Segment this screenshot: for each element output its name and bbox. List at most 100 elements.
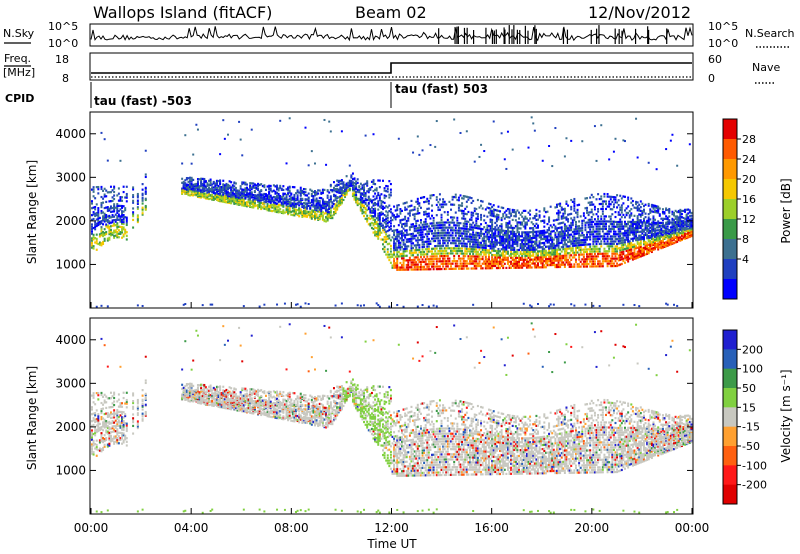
power-cell xyxy=(277,208,280,211)
power-cell xyxy=(326,189,329,192)
power-cell xyxy=(272,204,275,208)
power-cell xyxy=(513,266,516,269)
power-cell xyxy=(187,185,190,188)
power-cell xyxy=(200,193,203,196)
power-cell xyxy=(353,191,356,194)
power-cell xyxy=(383,245,386,248)
power-cell xyxy=(461,265,464,268)
power-cell xyxy=(189,194,192,197)
power-cell xyxy=(280,197,283,201)
power-cell xyxy=(427,250,430,253)
power-cell xyxy=(277,192,280,196)
power-cell xyxy=(302,210,305,213)
power-cell xyxy=(283,197,286,200)
power-cell xyxy=(510,214,513,217)
power-cell xyxy=(201,177,204,181)
power-cell xyxy=(484,242,487,245)
power-cell xyxy=(121,220,124,223)
power-cell xyxy=(427,225,430,228)
power-cell xyxy=(380,238,383,241)
power-cell xyxy=(106,219,109,222)
power-cell xyxy=(332,199,335,202)
power-cell xyxy=(416,202,419,205)
power-cell xyxy=(122,221,125,224)
power-cell xyxy=(570,254,573,257)
power-cell xyxy=(578,263,581,266)
power-cell xyxy=(503,248,506,251)
power-cell xyxy=(408,266,411,269)
power-cell xyxy=(427,230,430,233)
power-cell xyxy=(345,182,348,185)
power-cell xyxy=(582,238,585,242)
power-cell xyxy=(582,250,585,254)
power-cell xyxy=(399,219,402,222)
power-cell xyxy=(495,262,498,265)
power-cell xyxy=(301,212,304,215)
power-cell xyxy=(102,197,105,200)
power-cell xyxy=(358,202,361,205)
power-cell xyxy=(412,258,415,262)
power-cell xyxy=(549,245,552,248)
power-cell xyxy=(106,239,109,242)
power-cell xyxy=(440,218,443,222)
power-cell xyxy=(350,175,353,178)
power-cell xyxy=(589,257,592,261)
power-cell xyxy=(442,255,445,258)
power-cell xyxy=(513,232,516,236)
power-cell xyxy=(486,206,489,209)
power-cell xyxy=(608,205,611,208)
power-cell xyxy=(470,257,473,260)
power-cell xyxy=(95,224,98,228)
power-cell xyxy=(581,241,584,244)
power-cell xyxy=(418,153,421,156)
power-cell xyxy=(396,268,399,271)
power-cell xyxy=(451,247,454,250)
power-cell xyxy=(397,215,400,218)
power-cell xyxy=(244,190,247,193)
power-cell xyxy=(593,262,596,265)
power-cell xyxy=(402,234,405,237)
power-cell xyxy=(567,263,570,266)
power-cell xyxy=(576,263,579,266)
power-cell xyxy=(377,304,380,307)
power-cell xyxy=(513,262,516,265)
power-cell xyxy=(298,212,301,215)
power-cell xyxy=(408,209,411,212)
power-cell xyxy=(609,265,612,268)
power-cell xyxy=(524,209,527,212)
power-cell xyxy=(529,304,532,307)
power-cell xyxy=(505,250,508,253)
power-cell xyxy=(446,239,449,242)
power-cell xyxy=(103,138,106,141)
power-cell xyxy=(555,205,558,209)
power-cell xyxy=(518,237,521,240)
power-cell xyxy=(91,225,93,228)
power-cell xyxy=(533,236,536,239)
power-cell xyxy=(102,231,105,234)
power-cell xyxy=(426,232,429,236)
power-cell xyxy=(603,200,606,203)
power-cell xyxy=(578,253,581,256)
power-cell xyxy=(497,233,500,236)
power-cell xyxy=(559,226,562,229)
power-cell xyxy=(586,243,589,246)
power-cell xyxy=(476,239,479,242)
power-cell xyxy=(418,234,421,237)
power-cell xyxy=(571,244,574,248)
power-cell xyxy=(212,191,215,195)
power-cell xyxy=(495,224,498,227)
power-cell xyxy=(445,226,448,229)
power-cell xyxy=(489,262,492,265)
power-cell xyxy=(586,260,589,263)
power-cell xyxy=(616,238,619,241)
power-cell xyxy=(562,214,565,218)
power-cell xyxy=(620,258,623,261)
power-cell xyxy=(495,266,498,270)
power-cell xyxy=(329,215,332,218)
power-cell xyxy=(363,187,366,190)
power-cell xyxy=(426,207,429,211)
nave-label: Nave xyxy=(752,61,780,74)
power-cell xyxy=(141,192,144,195)
power-cell xyxy=(532,232,535,236)
power-cell xyxy=(290,213,293,216)
